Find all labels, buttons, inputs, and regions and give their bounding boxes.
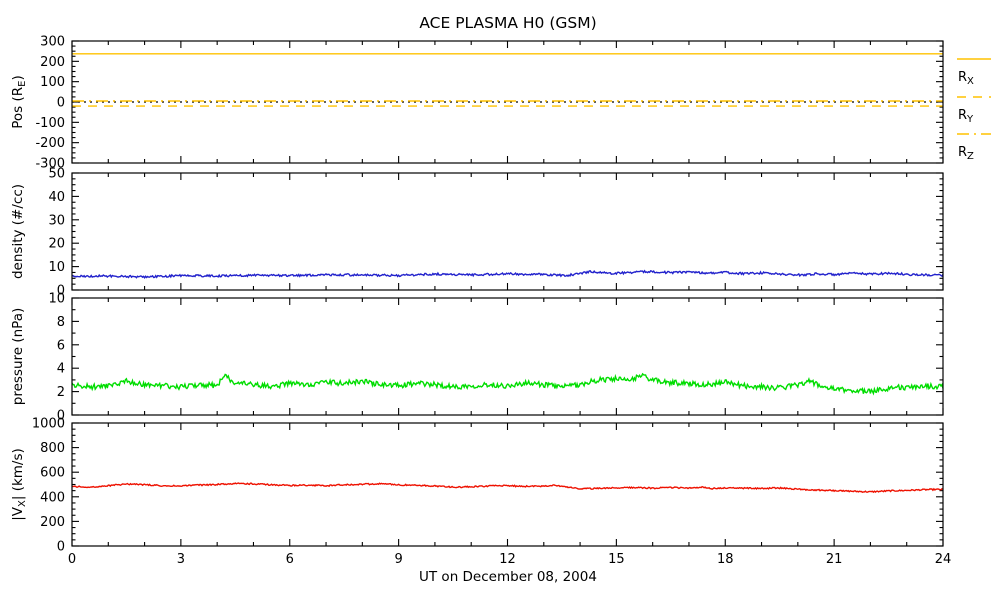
panel-position: -300 -200 -100 0 100 200 300 Pos (RE)	[10, 35, 944, 172]
x-tick-label: 24	[935, 552, 952, 567]
x-axis-title: UT on December 08, 2004	[419, 569, 597, 585]
position-legend: RX RY RZ	[957, 58, 991, 162]
y-tick-label: 200	[40, 55, 65, 70]
legend-label-RY: RY	[958, 108, 974, 125]
panel-density: 0 10 20 30 40 50 density (#/cc)	[10, 167, 944, 299]
y-tick-label: 6	[57, 338, 65, 353]
trace-flow-pressure	[71, 372, 944, 396]
panel-pressure-tick-labels: 0 2 4 6 8 10	[48, 292, 65, 424]
svg-text:Pos (RE): Pos (RE)	[10, 75, 28, 129]
y-axis-title: density (#/cc)	[10, 184, 26, 279]
y-tick-label: 2	[57, 385, 65, 400]
panel-position-border	[71, 40, 944, 164]
svg-text:density (#/cc): density (#/cc)	[10, 184, 26, 279]
x-tick-label: 12	[499, 552, 516, 567]
y-tick-label: 600	[40, 466, 65, 481]
y-tick-label: 0	[57, 409, 65, 424]
y-tick-label: 200	[40, 515, 65, 530]
y-axis-title: pressure (nPa)	[10, 308, 26, 406]
panel-pressure: 0 2 4 6 8 10 pressure (nPa)	[10, 292, 944, 424]
svg-text:|VX| (km/s): |VX| (km/s)	[10, 448, 28, 521]
y-tick-label: 4	[57, 362, 65, 377]
x-tick-label: 3	[177, 552, 185, 567]
y-tick-label: 50	[48, 167, 65, 182]
y-tick-label: -300	[35, 157, 65, 172]
legend-label-RX: RX	[958, 70, 974, 87]
y-tick-label: 0	[57, 284, 65, 299]
panel-pressure-border	[71, 297, 944, 416]
panel-density-border	[71, 172, 944, 291]
x-tick-label: 9	[394, 552, 402, 567]
panel-velocity-tick-labels: 0 200 400 600 800 1000	[32, 417, 65, 555]
y-tick-label: 8	[57, 315, 65, 330]
panel-position-ticks	[71, 40, 944, 164]
panel-velocity: 0 200 400 600 800 1000 |VX| (km/s)	[10, 417, 944, 555]
panel-position-tick-labels: -300 -200 -100 0 100 200 300	[35, 35, 65, 172]
x-tick-label: 18	[717, 552, 734, 567]
y-tick-label: 30	[48, 213, 65, 228]
y-tick-label: 800	[40, 441, 65, 456]
panel-density-ticks	[71, 172, 944, 291]
y-tick-label: 0	[57, 540, 65, 555]
x-tick-label: 0	[68, 552, 76, 567]
y-tick-label: 10	[48, 260, 65, 275]
y-tick-label: -100	[35, 116, 65, 131]
trace-vx-speed	[71, 482, 944, 494]
y-tick-label: 100	[40, 75, 65, 90]
panel-density-tick-labels: 0 10 20 30 40 50	[48, 167, 65, 299]
x-axis-tick-labels: 0 3 6 9 12 15 18 21 24	[68, 552, 951, 567]
y-tick-label: 400	[40, 490, 65, 505]
panel-pressure-ticks	[71, 297, 944, 416]
y-tick-label: 1000	[32, 417, 65, 432]
y-tick-label: 0	[57, 96, 65, 111]
y-tick-label: 20	[48, 237, 65, 252]
y-tick-label: 300	[40, 35, 65, 50]
svg-text:pressure (nPa): pressure (nPa)	[10, 308, 26, 406]
y-tick-label: 10	[48, 292, 65, 307]
legend-label-RZ: RZ	[958, 145, 974, 162]
trace-proton-density	[71, 269, 944, 280]
panel-velocity-border	[71, 422, 944, 547]
y-axis-title: |VX| (km/s)	[10, 448, 28, 521]
plot-title: ACE PLASMA H0 (GSM)	[419, 14, 596, 32]
y-tick-label: -200	[35, 136, 65, 151]
x-tick-label: 21	[826, 552, 843, 567]
x-tick-label: 15	[608, 552, 625, 567]
y-tick-label: 40	[48, 190, 65, 205]
x-tick-label: 6	[286, 552, 294, 567]
y-axis-title: Pos (RE)	[10, 75, 28, 129]
